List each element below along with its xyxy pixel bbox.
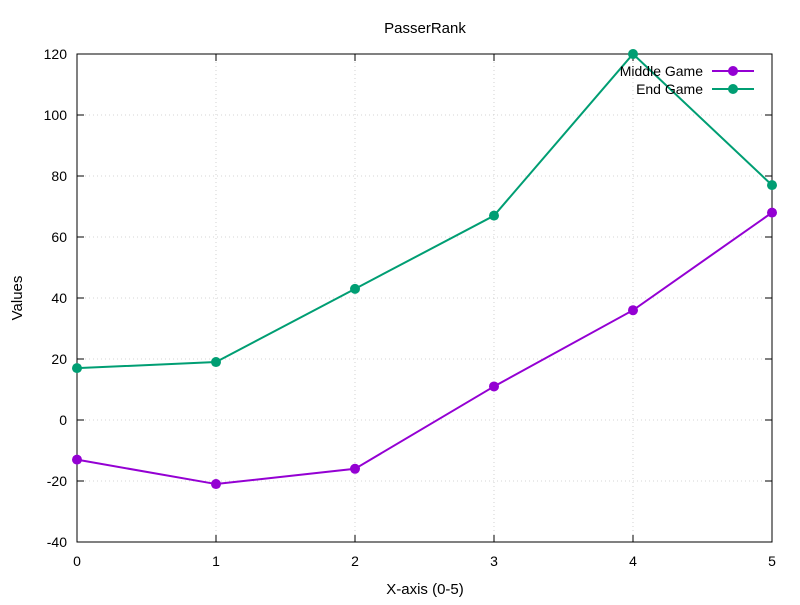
y-axis-label: Values: [9, 276, 26, 321]
series-line: [76, 211, 773, 486]
data-point: [211, 479, 221, 490]
x-tick-label: 3: [490, 553, 498, 569]
y-tick-label: -40: [47, 534, 67, 550]
y-tick-label: 0: [59, 412, 67, 428]
x-tick-label: 5: [768, 553, 776, 569]
data-point: [767, 207, 777, 218]
data-point: [350, 463, 360, 474]
y-tick-label: 100: [44, 107, 68, 123]
legend-label: End Game: [636, 81, 703, 97]
data-point: [350, 283, 360, 294]
axes: -40 -20 0 20 40 60 80 100 120 0 1 2 3 4 5: [44, 46, 776, 569]
legend-label: Middle Game: [620, 63, 703, 79]
y-tick-label: 120: [44, 46, 68, 62]
grid: [77, 54, 772, 542]
data-point: [72, 454, 82, 465]
legend-swatch-marker: [728, 66, 738, 76]
legend: Middle Game End Game: [620, 63, 754, 97]
chart-title: PasserRank: [384, 20, 466, 37]
x-tick-label: 2: [351, 553, 359, 569]
x-tick-label: 4: [629, 553, 637, 569]
series-middle-game: [72, 207, 777, 490]
plot-border: [76, 53, 773, 543]
y-tick-label: 60: [51, 229, 67, 245]
data-point: [628, 305, 638, 316]
y-tick-label: 80: [51, 168, 67, 184]
series-group: [72, 49, 777, 490]
series-end-game: [72, 49, 777, 374]
x-tick-label: 0: [73, 553, 81, 569]
x-axis-label: X-axis (0-5): [386, 581, 464, 598]
legend-entry: Middle Game: [620, 63, 754, 79]
data-point: [489, 381, 499, 392]
y-tick-label: 20: [51, 351, 67, 367]
legend-entry: End Game: [636, 81, 754, 97]
x-tick-label: 1: [212, 553, 220, 569]
y-tick-label: 40: [51, 290, 67, 306]
y-tick-label: -20: [47, 473, 67, 489]
data-point: [489, 210, 499, 221]
series-line: [76, 52, 773, 370]
data-point: [767, 180, 777, 191]
data-point: [211, 357, 221, 368]
legend-swatch-marker: [728, 84, 738, 94]
data-point: [72, 363, 82, 374]
data-point: [628, 49, 638, 59]
